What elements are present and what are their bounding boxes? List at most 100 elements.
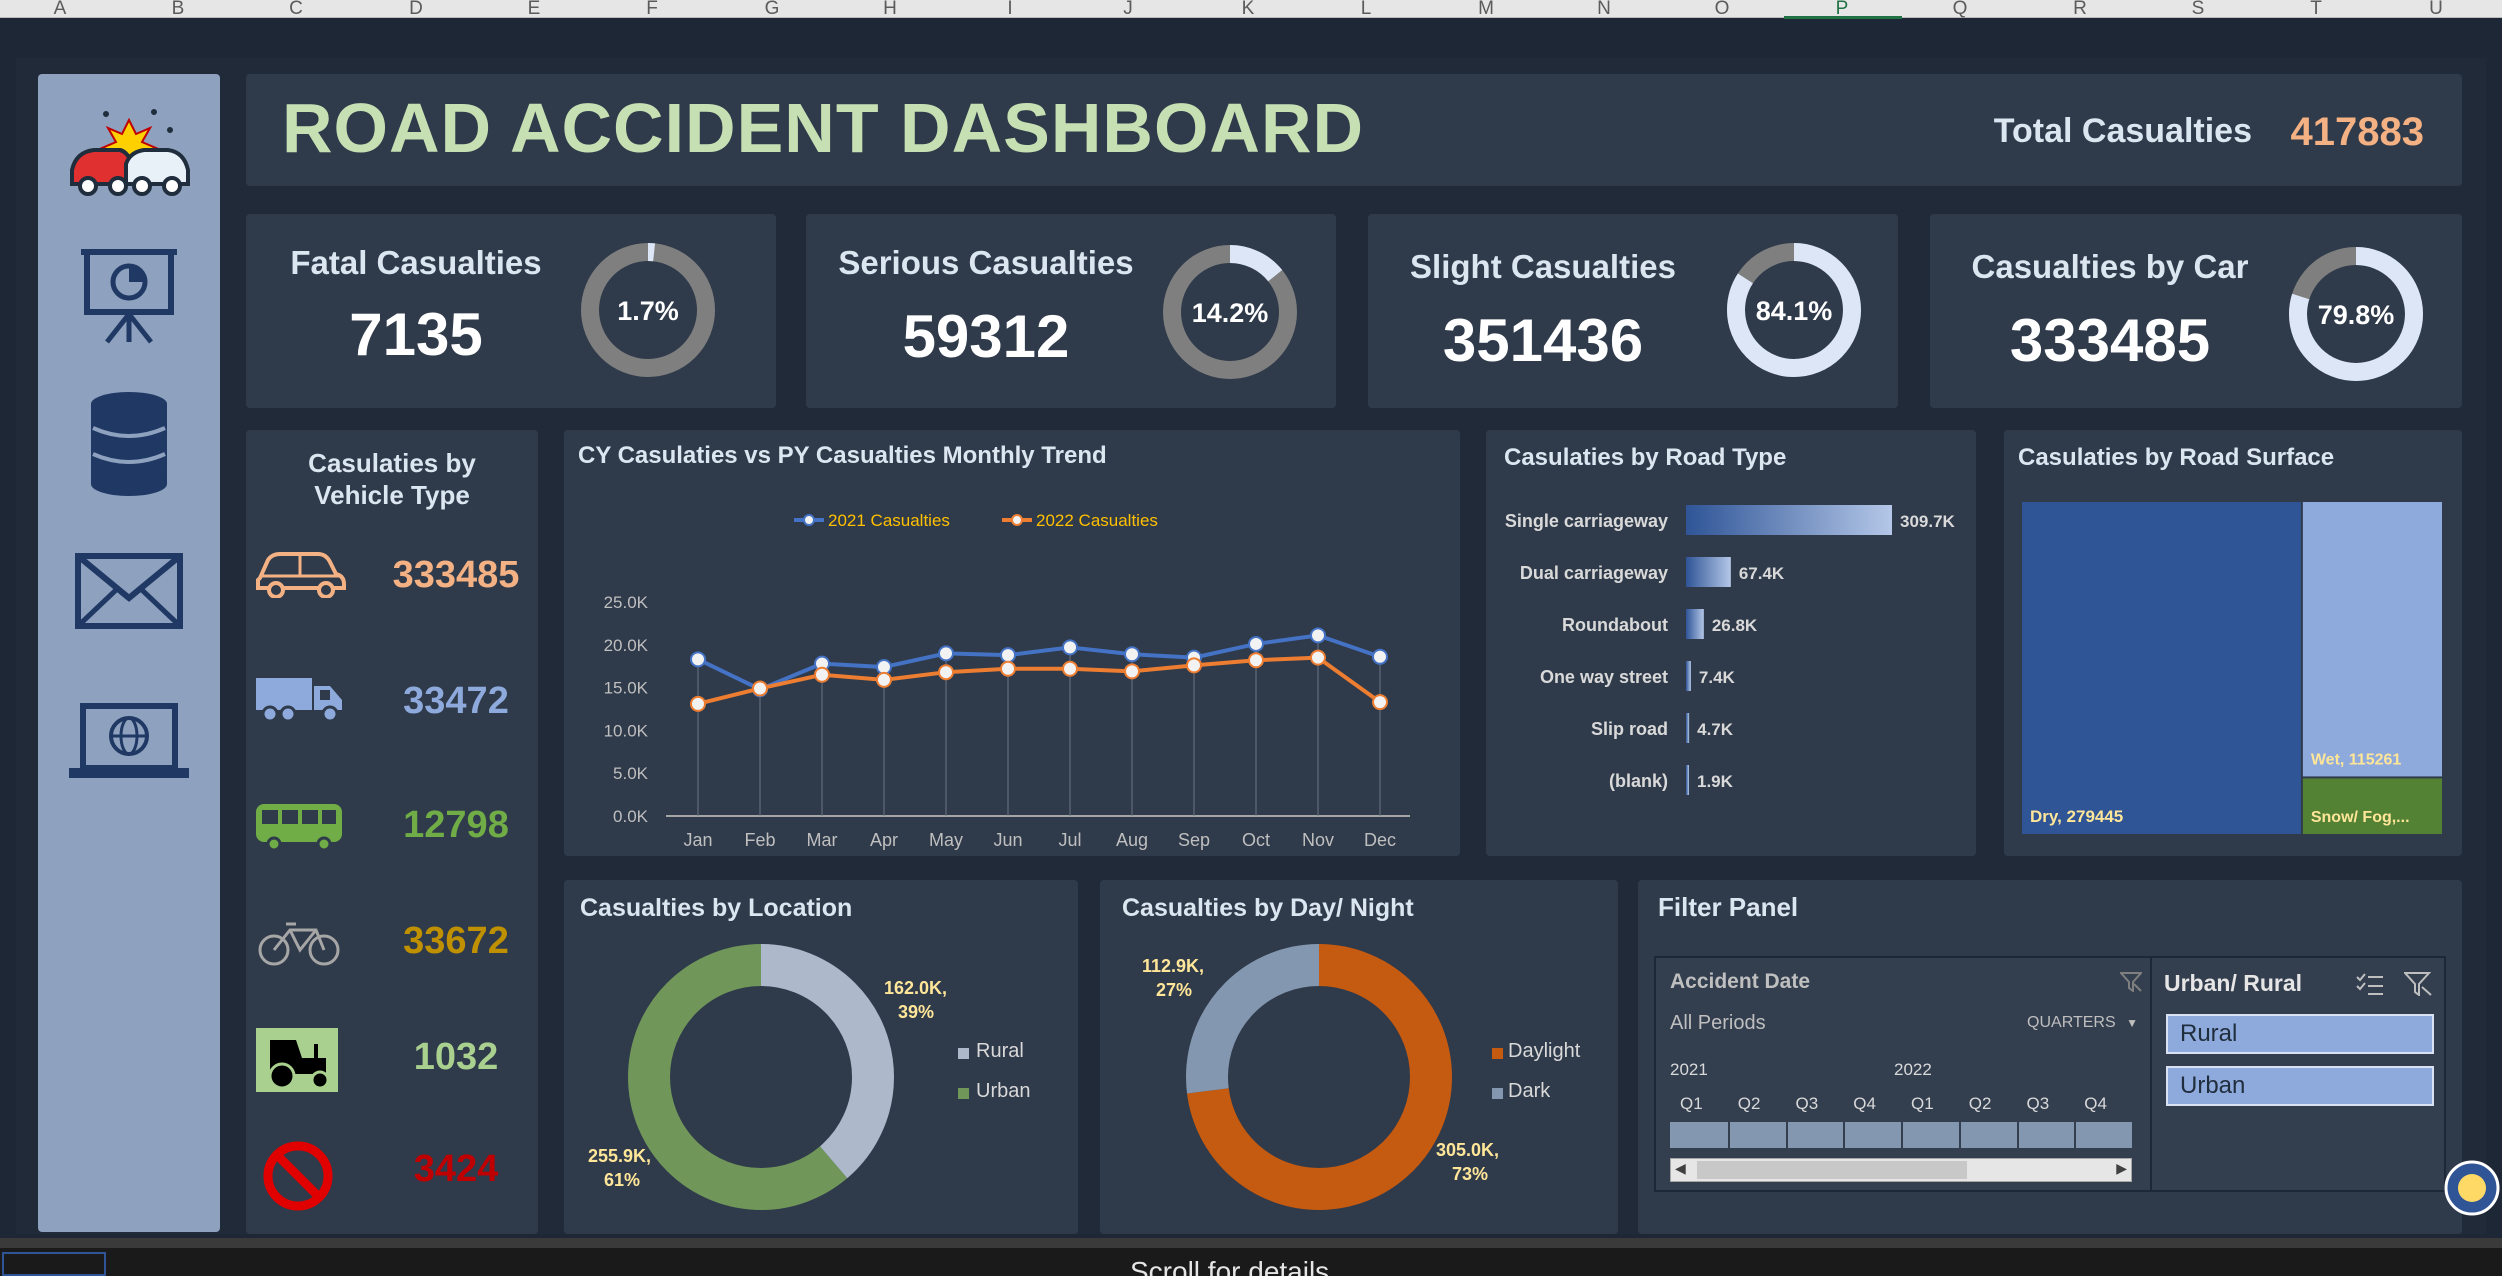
data-point[interactable]: [1000, 647, 1016, 664]
column-letter[interactable]: A: [53, 0, 67, 19]
scroll-thumb[interactable]: [1697, 1161, 1967, 1179]
year-label-2021: 2021: [1670, 1060, 1708, 1079]
data-point[interactable]: [690, 695, 706, 712]
data-point[interactable]: [814, 666, 830, 683]
daynight-title: Casualties by Day/ Night: [1122, 894, 1414, 922]
mail-icon[interactable]: [74, 552, 184, 630]
column-letter[interactable]: C: [289, 0, 303, 19]
data-point[interactable]: [1062, 639, 1078, 656]
donut-segment-dark[interactable]: [1186, 944, 1452, 1210]
clear-filter-icon[interactable]: [2120, 972, 2142, 992]
road-type-bar[interactable]: [1686, 765, 1689, 795]
y-tick-label: 15.0K: [604, 679, 649, 698]
timeline-scrollbar[interactable]: ◀ ▶: [1670, 1158, 2132, 1182]
y-tick-label: 10.0K: [604, 721, 649, 740]
data-point[interactable]: [1310, 627, 1326, 644]
presentation-icon[interactable]: [77, 242, 181, 346]
quarter-divider: [1843, 1122, 1846, 1148]
column-letter[interactable]: D: [409, 0, 423, 19]
road-type-value-label: 67.4K: [1739, 564, 1785, 583]
column-letter[interactable]: F: [646, 0, 658, 19]
quarter-label[interactable]: Q2: [1968, 1094, 1992, 1113]
column-letter[interactable]: J: [1123, 0, 1133, 19]
quarter-label[interactable]: Q2: [1737, 1094, 1761, 1113]
road-type-bar[interactable]: [1686, 609, 1704, 639]
total-casualties-value: 417883: [2290, 110, 2424, 154]
column-letter[interactable]: T: [2310, 0, 2322, 19]
vehicle-value-other: 3424: [413, 1148, 499, 1190]
daynight-donut-chart: [1186, 944, 1452, 1210]
kpi-label: Slight Casualties: [1410, 248, 1676, 285]
timeline-title: Accident Date: [1670, 970, 1811, 993]
quarter-label[interactable]: Q4: [2084, 1094, 2107, 1113]
column-letter[interactable]: K: [1241, 0, 1255, 19]
column-letter[interactable]: I: [1007, 0, 1013, 19]
data-point[interactable]: [1062, 660, 1078, 677]
data-point[interactable]: [1372, 694, 1388, 711]
data-point[interactable]: [752, 680, 768, 697]
data-point[interactable]: [690, 651, 706, 668]
road-type-bar[interactable]: [1686, 505, 1892, 535]
data-point[interactable]: [938, 664, 954, 681]
bus-icon: [256, 804, 342, 852]
column-letter[interactable]: E: [527, 0, 541, 19]
column-letter[interactable]: Q: [1952, 0, 1968, 19]
time-level-value: QUARTERS: [2027, 1014, 2116, 1031]
laptop-web-icon[interactable]: [67, 702, 191, 782]
data-point[interactable]: [1248, 652, 1264, 669]
data-point[interactable]: [938, 645, 954, 662]
data-point[interactable]: [1248, 635, 1264, 652]
y-tick-label: 25.0K: [604, 593, 649, 612]
column-letter[interactable]: P: [1835, 0, 1849, 19]
surface-wet-tile[interactable]: [2302, 502, 2442, 777]
scroll-left-icon[interactable]: ◀: [1675, 1160, 1686, 1176]
kpi-label: Serious Casualties: [838, 244, 1134, 281]
scroll-right-icon[interactable]: ▶: [2116, 1160, 2127, 1176]
column-letter[interactable]: R: [2073, 0, 2087, 19]
quarter-label[interactable]: Q1: [1911, 1094, 1934, 1113]
column-letter[interactable]: N: [1597, 0, 1611, 19]
selected-column-marker: [1784, 16, 1902, 19]
clear-filter-icon[interactable]: [2404, 972, 2432, 996]
legend-marker: [803, 514, 815, 526]
data-point[interactable]: [1186, 657, 1202, 674]
data-point[interactable]: [1372, 648, 1388, 665]
data-point[interactable]: [1310, 649, 1326, 666]
column-letter[interactable]: G: [764, 0, 780, 19]
data-point[interactable]: [1124, 646, 1140, 663]
quarter-label[interactable]: Q1: [1680, 1094, 1703, 1113]
surface-snow-tile[interactable]: [2302, 778, 2442, 834]
data-point[interactable]: [1000, 660, 1016, 677]
road-type-bar[interactable]: [1686, 713, 1690, 743]
column-letter[interactable]: O: [1714, 0, 1730, 19]
kpi-donut: 79.8%: [2289, 247, 2423, 381]
road-type-bar[interactable]: [1686, 661, 1691, 691]
donut-segment-urban[interactable]: [628, 944, 894, 1210]
database-icon[interactable]: [89, 390, 169, 498]
kpi-donut-fill: [2289, 247, 2423, 381]
column-letter[interactable]: L: [1360, 0, 1372, 19]
road-surface-treemap: Dry, 279445 Wet, 115261 Snow/ Fog,...: [2022, 502, 2442, 834]
column-letter[interactable]: S: [2191, 0, 2205, 19]
column-letter[interactable]: H: [883, 0, 897, 19]
column-letter[interactable]: U: [2429, 0, 2443, 19]
surface-dry-tile[interactable]: [2022, 502, 2301, 834]
road-type-bar[interactable]: [1686, 557, 1731, 587]
time-level-dropdown[interactable]: QUARTERS ▼: [2027, 1014, 2138, 1032]
slicer-option-rural[interactable]: Rural: [2166, 1014, 2434, 1054]
column-letter[interactable]: B: [171, 0, 185, 19]
active-cell-box[interactable]: [2, 1252, 106, 1276]
x-tick-label: Jul: [1058, 830, 1081, 850]
quarter-label[interactable]: Q3: [2026, 1094, 2050, 1113]
vehicle-type-panel: Casulaties by Vehicle Type 333485 33472 …: [246, 430, 538, 1234]
y-tick-label: 0.0K: [613, 807, 649, 826]
quarter-label[interactable]: Q3: [1795, 1094, 1819, 1113]
trend-line-chart: 0.0K 5.0K 10.0K 15.0K 20.0K 25.0K Jan Feb Mar Apr…: [604, 511, 1410, 850]
vehicle-panel-subtitle: Vehicle Type: [314, 480, 470, 510]
multi-select-icon[interactable]: [2356, 972, 2384, 996]
quarter-label[interactable]: Q4: [1853, 1094, 1876, 1113]
column-letter[interactable]: M: [1478, 0, 1494, 19]
slicer-option-urban[interactable]: Urban: [2166, 1066, 2434, 1106]
data-point[interactable]: [876, 671, 892, 688]
data-point[interactable]: [1124, 663, 1140, 680]
